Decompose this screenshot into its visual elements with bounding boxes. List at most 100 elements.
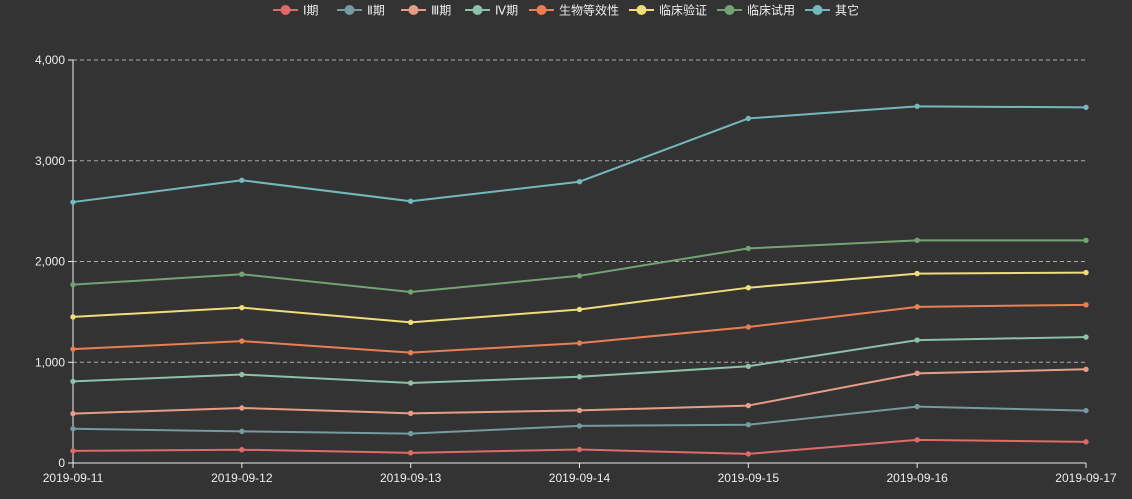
data-point[interactable] [914, 337, 920, 343]
data-point[interactable] [1083, 407, 1089, 414]
data-point[interactable] [745, 324, 752, 330]
data-point[interactable] [745, 363, 752, 369]
data-point[interactable] [407, 380, 414, 386]
series-4[interactable] [70, 334, 1089, 386]
legend-item[interactable]: Ⅰ期 [273, 4, 319, 18]
data-point[interactable] [239, 304, 245, 311]
data-point[interactable] [407, 349, 414, 356]
series-7[interactable] [70, 237, 1089, 295]
data-point[interactable] [407, 289, 414, 295]
data-point[interactable] [576, 446, 583, 453]
series-line[interactable] [72, 239, 1086, 294]
y-tick-label: 3,000 [35, 154, 65, 168]
data-point[interactable] [70, 426, 76, 432]
x-tick-label: 2019-09-17 [1055, 471, 1117, 485]
series-8[interactable] [70, 103, 1089, 205]
data-point[interactable] [745, 402, 752, 409]
legend-item[interactable]: 临床试用 [717, 3, 795, 18]
data-point[interactable] [914, 403, 920, 410]
data-point[interactable] [914, 437, 920, 443]
series-lines[interactable] [70, 103, 1089, 457]
data-point[interactable] [1083, 269, 1089, 276]
legend-label: 生物等效性 [559, 3, 619, 18]
data-point[interactable] [914, 370, 920, 377]
data-point[interactable] [407, 430, 414, 437]
y-tick-label: 2,000 [35, 255, 65, 269]
data-point[interactable] [70, 199, 76, 205]
data-point[interactable] [239, 405, 245, 411]
data-point[interactable] [407, 450, 414, 456]
data-point[interactable] [1083, 334, 1089, 340]
data-point[interactable] [576, 306, 583, 313]
data-point[interactable] [576, 179, 583, 185]
x-tick-label: 2019-09-11 [43, 471, 104, 485]
legend-marker-icon [724, 5, 735, 15]
data-point[interactable] [1083, 302, 1089, 308]
series-2[interactable] [70, 403, 1089, 437]
series-6[interactable] [70, 269, 1089, 326]
legend-item[interactable]: 其它 [805, 3, 859, 18]
legend-marker-icon [536, 5, 547, 15]
legend-item[interactable]: 生物等效性 [529, 3, 619, 18]
series-1[interactable] [70, 437, 1089, 457]
legend-item[interactable]: Ⅳ期 [465, 4, 518, 18]
legend-item[interactable]: Ⅲ期 [401, 4, 451, 18]
x-tick-label: 2019-09-15 [718, 471, 780, 485]
data-point[interactable] [576, 374, 583, 380]
data-point[interactable] [70, 281, 76, 288]
x-axis-ticks: 2019-09-11 2019-09-12 2019-09-13 2019-09-14… [43, 463, 1117, 485]
data-point[interactable] [914, 270, 920, 277]
legend-marker-icon [812, 5, 823, 15]
data-point[interactable] [576, 273, 583, 279]
legend-item[interactable]: 临床验证 [629, 3, 707, 18]
data-point[interactable] [239, 428, 245, 435]
data-point[interactable] [239, 177, 245, 183]
legend-item[interactable]: Ⅱ期 [337, 4, 385, 18]
data-point[interactable] [407, 410, 414, 417]
legend-marker-icon [280, 5, 291, 15]
data-point[interactable] [1083, 104, 1089, 111]
data-point[interactable] [239, 447, 245, 453]
data-point[interactable] [70, 378, 76, 385]
data-point[interactable] [745, 115, 752, 122]
series-line[interactable] [72, 105, 1087, 204]
series-line[interactable] [72, 271, 1087, 324]
data-point[interactable] [914, 304, 920, 310]
legend-label: 其它 [835, 3, 859, 18]
data-point[interactable] [70, 314, 76, 320]
y-tick-label: 0 [58, 456, 65, 470]
data-point[interactable] [745, 422, 752, 428]
data-point[interactable] [70, 346, 76, 352]
data-point[interactable] [576, 340, 583, 346]
legend-label: Ⅲ期 [431, 4, 451, 18]
legend-label: 临床验证 [659, 3, 707, 18]
data-point[interactable] [239, 271, 245, 277]
data-point[interactable] [745, 245, 752, 252]
series-3[interactable] [70, 366, 1089, 417]
data-point[interactable] [745, 451, 752, 457]
legend[interactable]: Ⅰ期 Ⅱ期 Ⅲ期 Ⅳ期 生物等效性 临床验证 临床试用 其它 [273, 3, 859, 18]
data-point[interactable] [576, 423, 583, 429]
legend-label: Ⅰ期 [303, 4, 319, 18]
data-point[interactable] [914, 237, 920, 244]
data-point[interactable] [239, 371, 245, 378]
grid-lines [73, 59, 1086, 363]
data-point[interactable] [745, 284, 752, 291]
legend-label: Ⅳ期 [495, 4, 518, 18]
data-point[interactable] [1083, 439, 1089, 445]
data-point[interactable] [70, 448, 76, 454]
data-point[interactable] [70, 410, 76, 417]
data-point[interactable] [239, 338, 245, 344]
data-point[interactable] [407, 198, 414, 204]
series-5[interactable] [70, 302, 1089, 356]
data-point[interactable] [576, 407, 583, 414]
data-point[interactable] [914, 103, 920, 110]
x-tick-label: 2019-09-12 [211, 471, 273, 485]
data-point[interactable] [1083, 237, 1089, 244]
data-point[interactable] [407, 319, 414, 326]
data-point[interactable] [1083, 366, 1089, 373]
legend-label: Ⅱ期 [367, 4, 385, 18]
x-tick-label: 2019-09-13 [380, 471, 442, 485]
